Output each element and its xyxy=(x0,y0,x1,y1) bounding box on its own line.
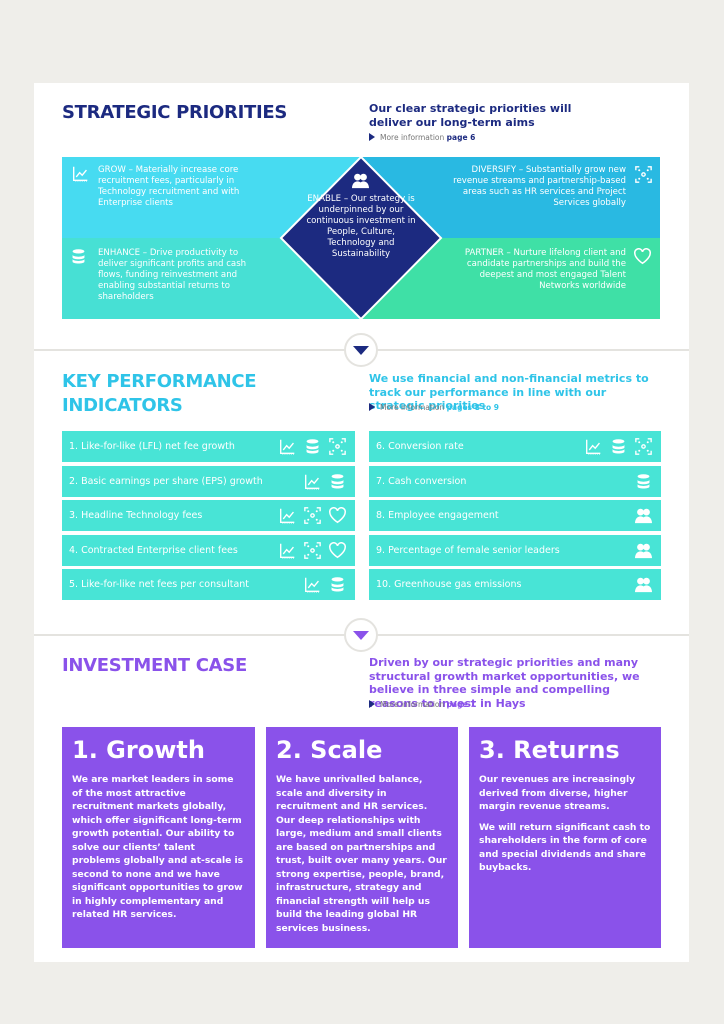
enhance-text: ENHANCE – Drive productivity to deliver … xyxy=(98,248,247,302)
more-label: More information xyxy=(380,700,445,709)
kpi-row: 7. Cash conversion xyxy=(369,465,661,497)
kpi-row: 5. Like-for-like net fees per consultant xyxy=(62,569,355,601)
kpi-icons xyxy=(585,438,652,455)
icon xyxy=(329,542,346,559)
more-info[interactable]: More information page 6 xyxy=(369,133,475,142)
card-title: 1. Growth xyxy=(72,736,205,764)
partner-text: PARTNER – Nurture lifelong client and ca… xyxy=(464,248,626,291)
icon xyxy=(304,576,321,593)
icon xyxy=(304,473,321,490)
kpi-icons xyxy=(304,473,346,490)
kpi-row: 2. Basic earnings per share (EPS) growth xyxy=(62,465,355,497)
kpi-row: 9. Percentage of female senior leaders xyxy=(369,534,661,566)
kpi-label: 10. Greenhouse gas emissions xyxy=(376,579,522,591)
section-title: INVESTMENT CASE xyxy=(62,655,247,676)
card-title: 3. Returns xyxy=(479,736,620,764)
kpi-label: 2. Basic earnings per share (EPS) growth xyxy=(69,475,263,487)
icon xyxy=(635,542,652,559)
more-label: More information xyxy=(380,403,445,412)
more-info[interactable]: More information pages 8 to 9 xyxy=(369,403,499,412)
kpi-row: 6. Conversion rate xyxy=(369,431,661,462)
kpi-icons xyxy=(279,438,346,455)
kpi-row: 1. Like-for-like (LFL) net fee growth xyxy=(62,431,355,462)
kpi-label: 9. Percentage of female senior leaders xyxy=(376,544,560,556)
kpi-icons xyxy=(279,507,346,524)
icon xyxy=(279,507,296,524)
kpi-label: 8. Employee engagement xyxy=(376,510,499,522)
enable-text: ENABLE – Our strategy is underpinned by … xyxy=(306,194,416,259)
icon xyxy=(279,438,296,455)
intro: Our clear strategic priorities will deli… xyxy=(369,102,572,129)
page-ref: page 6 xyxy=(446,133,476,142)
icon xyxy=(635,438,652,455)
card-text: Our revenues are increasingly derived fr… xyxy=(479,774,636,812)
more-info[interactable]: More information page 7 xyxy=(369,700,475,709)
diversify-text: DIVERSIFY – Substantially grow new reven… xyxy=(453,165,626,208)
kpi-label: 5. Like-for-like net fees per consultant xyxy=(69,579,250,591)
divider-arrow xyxy=(344,333,378,367)
icon xyxy=(634,248,651,265)
icon xyxy=(635,166,652,183)
icon xyxy=(329,576,346,593)
kpi-row: 3. Headline Technology fees xyxy=(62,500,355,532)
card: 3. Returns Our revenues are increasingly … xyxy=(469,727,661,948)
icon xyxy=(304,507,321,524)
grow-text: GROW – Materially increase core recruitm… xyxy=(98,165,240,208)
kpi-icons xyxy=(279,542,346,559)
card: 2. Scale We have unrivalled balance, scal… xyxy=(266,727,458,948)
icon xyxy=(635,576,652,593)
section-title: STRATEGIC PRIORITIES xyxy=(62,102,288,123)
card-title: 2. Scale xyxy=(276,736,383,764)
kpi-row: 10. Greenhouse gas emissions xyxy=(369,569,661,601)
card-text: We are market leaders in some of the mos… xyxy=(72,774,244,920)
icon xyxy=(635,473,652,490)
divider-arrow xyxy=(344,618,378,652)
kpi-label: 7. Cash conversion xyxy=(376,475,467,487)
icon xyxy=(610,438,627,455)
kpi-row: 8. Employee engagement xyxy=(369,500,661,532)
kpi-icons xyxy=(304,576,346,593)
icon xyxy=(329,473,346,490)
icon xyxy=(304,438,321,455)
icon xyxy=(329,438,346,455)
kpi-row: 4. Contracted Enterprise client fees xyxy=(62,534,355,566)
icon xyxy=(279,542,296,559)
kpi-icons xyxy=(635,473,652,490)
page-ref: page 7 xyxy=(446,700,476,709)
card: 1. Growth We are market leaders in some o… xyxy=(62,727,255,948)
icon xyxy=(70,248,87,265)
icon xyxy=(329,507,346,524)
icon xyxy=(72,165,89,182)
kpi-icons xyxy=(635,576,652,593)
kpi-label: 1. Like-for-like (LFL) net fee growth xyxy=(69,441,235,452)
kpi-label: 4. Contracted Enterprise client fees xyxy=(69,544,238,556)
diamond xyxy=(279,155,443,321)
icon xyxy=(304,542,321,559)
icon xyxy=(352,172,369,189)
icon xyxy=(585,438,602,455)
kpi-label: 6. Conversion rate xyxy=(376,441,464,452)
section-title: KEY PERFORMANCE INDICATORS xyxy=(62,371,257,416)
kpi-icons xyxy=(635,507,652,524)
kpi-icons xyxy=(635,542,652,559)
more-label: More information xyxy=(380,133,445,142)
kpi-label: 3. Headline Technology fees xyxy=(69,510,203,522)
icon xyxy=(635,507,652,524)
card-text: We will return significant cash to share… xyxy=(479,821,651,874)
card-text: We have unrivalled balance, scale and di… xyxy=(276,774,447,934)
page-ref: pages 8 to 9 xyxy=(446,403,500,412)
